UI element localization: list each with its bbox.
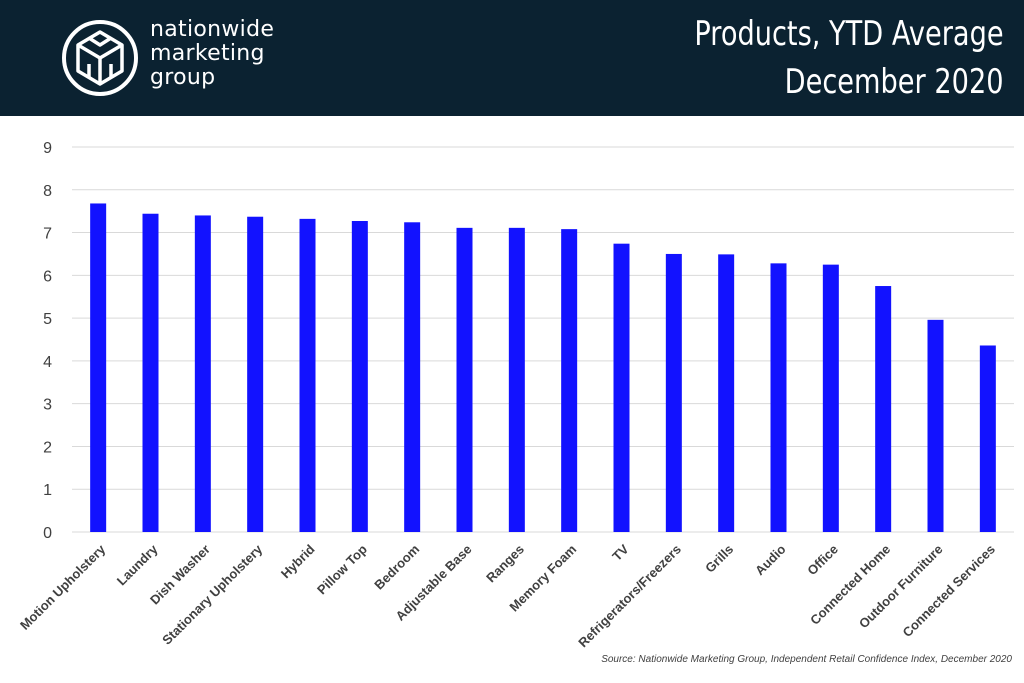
title-line: Products, YTD Average (694, 14, 1004, 54)
y-tick-label: 9 (43, 140, 52, 157)
bar (561, 229, 578, 532)
x-tick-label: Refrigerators/Freezers (575, 542, 684, 651)
bar (142, 213, 159, 532)
x-tick-label: Office (804, 542, 841, 579)
x-tick-label: Hybrid (278, 541, 318, 581)
y-tick-label: 2 (43, 439, 52, 456)
brand-line: nationwide (150, 17, 275, 42)
logo-icon (60, 18, 140, 98)
bar (665, 253, 682, 532)
y-tick-label: 0 (43, 525, 52, 542)
source-note: Source: Nationwide Marketing Group, Inde… (601, 654, 1012, 665)
y-tick-label: 5 (43, 311, 52, 328)
x-tick-label: Grills (702, 542, 736, 576)
x-tick-label: Connected Services (899, 542, 997, 640)
x-tick-label: Audio (752, 541, 789, 578)
bar (90, 203, 107, 532)
bar (927, 319, 944, 532)
y-tick-label: 7 (43, 226, 52, 243)
title-line: December 2020 (785, 62, 1004, 102)
bar (979, 345, 996, 532)
y-tick-label: 1 (43, 482, 52, 499)
bar (770, 263, 787, 532)
x-tick-label: Motion Upholstery (17, 541, 109, 633)
y-tick-label: 4 (43, 354, 52, 371)
bar (247, 216, 264, 532)
bar (351, 221, 368, 532)
y-tick-label: 3 (43, 397, 52, 414)
bar (194, 215, 211, 532)
x-tick-label: Ranges (483, 542, 527, 586)
brand-line: marketing (150, 41, 265, 66)
bar (508, 227, 525, 532)
bar (404, 222, 421, 532)
header-banner: nationwide marketing group Products, YTD… (0, 0, 1024, 116)
x-tick-label: Stationary Upholstery (159, 541, 266, 648)
bar (822, 264, 839, 532)
bar (299, 218, 316, 532)
bar (613, 243, 630, 532)
y-tick-label: 6 (43, 268, 52, 285)
brand-line: group (150, 65, 216, 90)
bar (718, 254, 735, 532)
chart-title: Products, YTD Average December 2020 (695, 10, 1004, 106)
x-tick-label: Pillow Top (314, 541, 370, 597)
y-tick-label: 8 (43, 183, 52, 200)
x-tick-label: TV (609, 541, 632, 564)
bar (875, 286, 892, 532)
x-tick-label: Bedroom (371, 542, 422, 593)
brand-name: nationwide marketing group (150, 18, 274, 90)
bar (456, 227, 473, 532)
x-tick-label: Laundry (114, 541, 161, 588)
